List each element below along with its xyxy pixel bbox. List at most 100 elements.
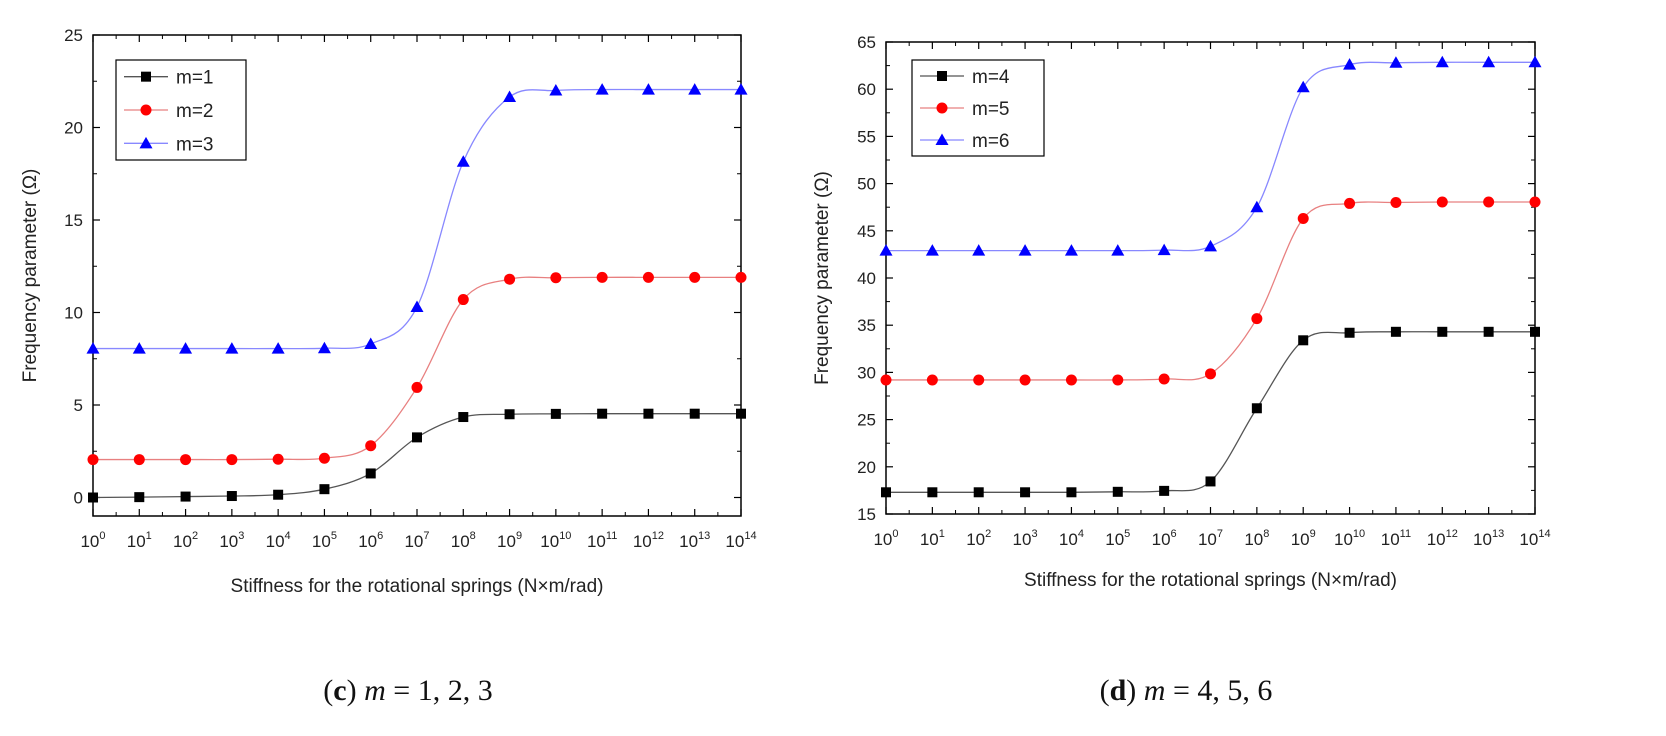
legend-label: m=6 (972, 131, 1010, 152)
series-m=4 (881, 326, 1540, 498)
y-tick-label: 25 (857, 411, 876, 430)
data-point (1390, 196, 1402, 208)
data-point (1483, 196, 1495, 208)
x-tick-exponent: 13 (698, 530, 710, 542)
x-tick-base: 10 (497, 532, 516, 551)
x-tick-base: 10 (587, 532, 606, 551)
data-point (1343, 58, 1357, 70)
data-point (1157, 243, 1171, 256)
x-tick-label: 101 (920, 528, 945, 549)
series-line (885, 201, 1535, 381)
x-tick-base: 10 (1291, 530, 1310, 549)
figure-caption: (c) m = 1, 2, 3 (323, 674, 492, 707)
data-point (1158, 373, 1170, 385)
x-tick-base: 10 (1473, 530, 1492, 549)
x-tick-exponent: 11 (1400, 528, 1411, 540)
data-point (1344, 197, 1356, 209)
data-point (972, 244, 986, 256)
y-tick-label: 0 (74, 489, 83, 508)
data-point (1483, 326, 1494, 337)
caption-variable: m (1144, 674, 1166, 707)
x-tick-base: 10 (540, 532, 559, 551)
data-point (365, 468, 376, 479)
data-point (879, 244, 893, 256)
x-tick-exponent: 7 (1217, 528, 1223, 540)
data-point (180, 491, 191, 502)
x-tick-base: 10 (1334, 530, 1353, 549)
x-tick-label: 1011 (1381, 528, 1411, 549)
data-point (1205, 476, 1216, 487)
data-point (272, 453, 284, 465)
y-tick-label: 65 (857, 33, 876, 52)
x-tick-label: 101 (127, 530, 152, 551)
data-point (1296, 80, 1310, 93)
y-tick-label: 45 (857, 222, 876, 241)
x-tick-base: 10 (1381, 530, 1400, 549)
x-tick-exponent: 8 (470, 530, 476, 542)
data-point (410, 300, 424, 312)
legend-marker (141, 71, 151, 82)
x-tick-base: 10 (404, 532, 423, 551)
data-point (735, 271, 747, 283)
data-point (271, 342, 285, 354)
x-tick-base: 10 (1105, 530, 1124, 549)
series-m=1 (88, 408, 746, 503)
x-tick-exponent: 5 (1124, 528, 1130, 540)
y-tick-label: 10 (64, 304, 83, 323)
x-tick-label: 1014 (1519, 528, 1550, 549)
data-point (1436, 196, 1448, 208)
x-tick-exponent: 0 (99, 530, 105, 542)
data-point (1435, 55, 1449, 68)
x-axis-label: Stiffness for the rotational springs (N×… (231, 576, 604, 597)
x-axis-label: Stiffness for the rotational springs (N×… (1024, 570, 1397, 591)
data-point (734, 83, 748, 95)
x-tick-exponent: 8 (1263, 528, 1269, 540)
x-tick-label: 103 (1013, 528, 1038, 549)
x-tick-base: 10 (1013, 530, 1032, 549)
data-point (273, 489, 284, 500)
x-tick-label: 105 (312, 530, 337, 551)
x-tick-label: 106 (358, 530, 383, 551)
data-point (1251, 313, 1263, 325)
y-tick-label: 5 (74, 396, 83, 415)
legend-label: m=4 (972, 67, 1010, 88)
y-tick-label: 50 (857, 175, 876, 194)
data-point (925, 244, 939, 256)
data-point (134, 492, 145, 503)
x-tick-exponent: 4 (1078, 528, 1084, 540)
chart-panel-d: 100 101 102 103 104 105 106 107 108 109 1010 1011 10… (812, 33, 1551, 707)
legend-marker (937, 71, 947, 81)
series-line (92, 413, 741, 499)
y-axis-label: Frequency parameter (Ω) (812, 171, 833, 385)
data-point (226, 491, 237, 502)
data-point (927, 487, 938, 498)
x-tick-exponent: 5 (331, 530, 337, 542)
x-tick-exponent: 9 (516, 530, 522, 542)
x-tick-label: 108 (1244, 528, 1269, 549)
data-point (1437, 326, 1448, 337)
data-point (689, 408, 700, 419)
x-tick-exponent: 2 (192, 530, 198, 542)
x-tick-exponent: 10 (1353, 528, 1365, 540)
data-point (1344, 327, 1355, 338)
data-point (1066, 487, 1077, 498)
series-line (886, 61, 1535, 252)
data-point (1528, 55, 1542, 68)
x-tick-base: 10 (1059, 530, 1078, 549)
figure-caption: (d) m = 4, 5, 6 (1100, 674, 1273, 707)
x-tick-label: 106 (1152, 528, 1177, 549)
x-tick-label: 1013 (1473, 528, 1504, 549)
caption-open: ( (323, 674, 333, 707)
x-tick-base: 10 (266, 532, 285, 551)
data-point (1297, 213, 1309, 225)
data-point (1205, 368, 1216, 380)
x-tick-label: 105 (1105, 528, 1130, 549)
data-point (180, 454, 192, 466)
x-tick-label: 109 (1291, 528, 1316, 549)
data-point (456, 155, 470, 167)
data-point (318, 452, 330, 464)
data-point (1389, 56, 1403, 68)
x-tick-label: 109 (497, 530, 522, 551)
x-tick-exponent: 12 (1446, 528, 1458, 540)
data-point (86, 342, 100, 354)
